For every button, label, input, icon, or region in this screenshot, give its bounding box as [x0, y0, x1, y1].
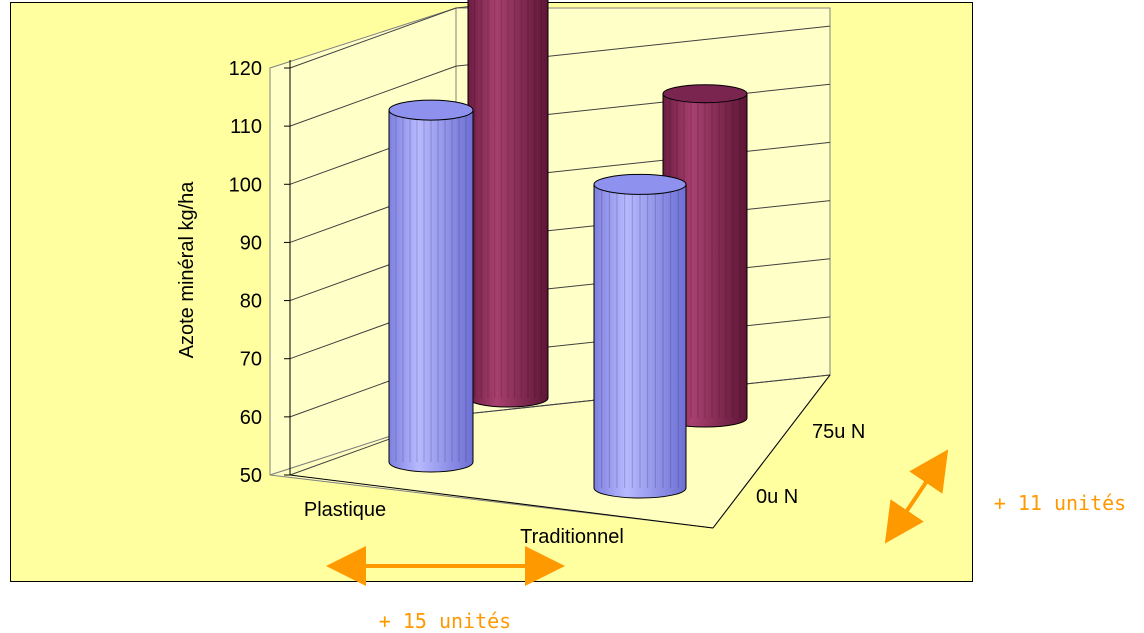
bar-body [388, 109, 474, 473]
category-label-plastique: Plastique [304, 499, 386, 521]
y-tick-60: 60 [240, 407, 262, 429]
annotation-depth: + 11 unités [994, 491, 1126, 515]
category-label-traditionnel: Traditionnel [520, 526, 624, 548]
y-tick-100: 100 [229, 174, 262, 196]
bar-top [388, 99, 474, 121]
depth-label-75uN: 75u N [812, 421, 865, 443]
gridline-left-110 [289, 65, 457, 127]
depth-label-0uN: 0u N [756, 486, 798, 508]
y-tick-110: 110 [230, 116, 262, 138]
x-axis-line [289, 474, 714, 529]
annotation-horizontal: + 15 unités [379, 609, 511, 633]
y-tick-50: 50 [240, 465, 262, 487]
y-tick-70: 70 [240, 349, 262, 371]
bar-body [593, 183, 687, 499]
bars [388, 0, 748, 499]
bar-top [593, 173, 687, 195]
gridline-left-120 [289, 7, 457, 69]
y-tick-120: 120 [229, 58, 262, 80]
bar-0uN-Plastique [388, 99, 474, 473]
bar-75uN-Plastique [467, 0, 549, 408]
y-axis-label: Azote minéral kg/ha [176, 181, 198, 359]
bar-top [662, 84, 748, 104]
bar-0uN-Traditionnel [593, 173, 687, 499]
y-tick-labels: 50 60 70 80 90 100 110 120 [229, 58, 290, 487]
depth-axis-line [712, 374, 831, 529]
y-tick-80: 80 [240, 291, 262, 313]
y-tick-90: 90 [240, 232, 262, 254]
depth-arrow [884, 449, 949, 544]
